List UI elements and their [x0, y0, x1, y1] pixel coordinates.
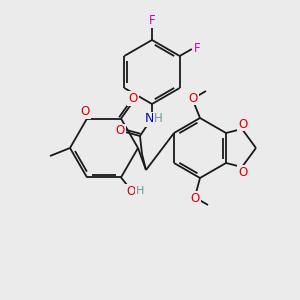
Text: O: O: [238, 118, 247, 130]
Text: N: N: [144, 112, 154, 125]
Text: H: H: [154, 112, 162, 125]
Text: O: O: [238, 166, 247, 178]
Text: O: O: [188, 92, 198, 104]
Text: F: F: [194, 43, 200, 56]
Text: H: H: [136, 186, 144, 197]
Text: O: O: [190, 191, 200, 205]
Text: O: O: [128, 92, 138, 105]
Text: O: O: [116, 124, 124, 137]
Text: O: O: [126, 185, 136, 198]
Text: F: F: [149, 14, 155, 28]
Text: O: O: [80, 105, 90, 118]
